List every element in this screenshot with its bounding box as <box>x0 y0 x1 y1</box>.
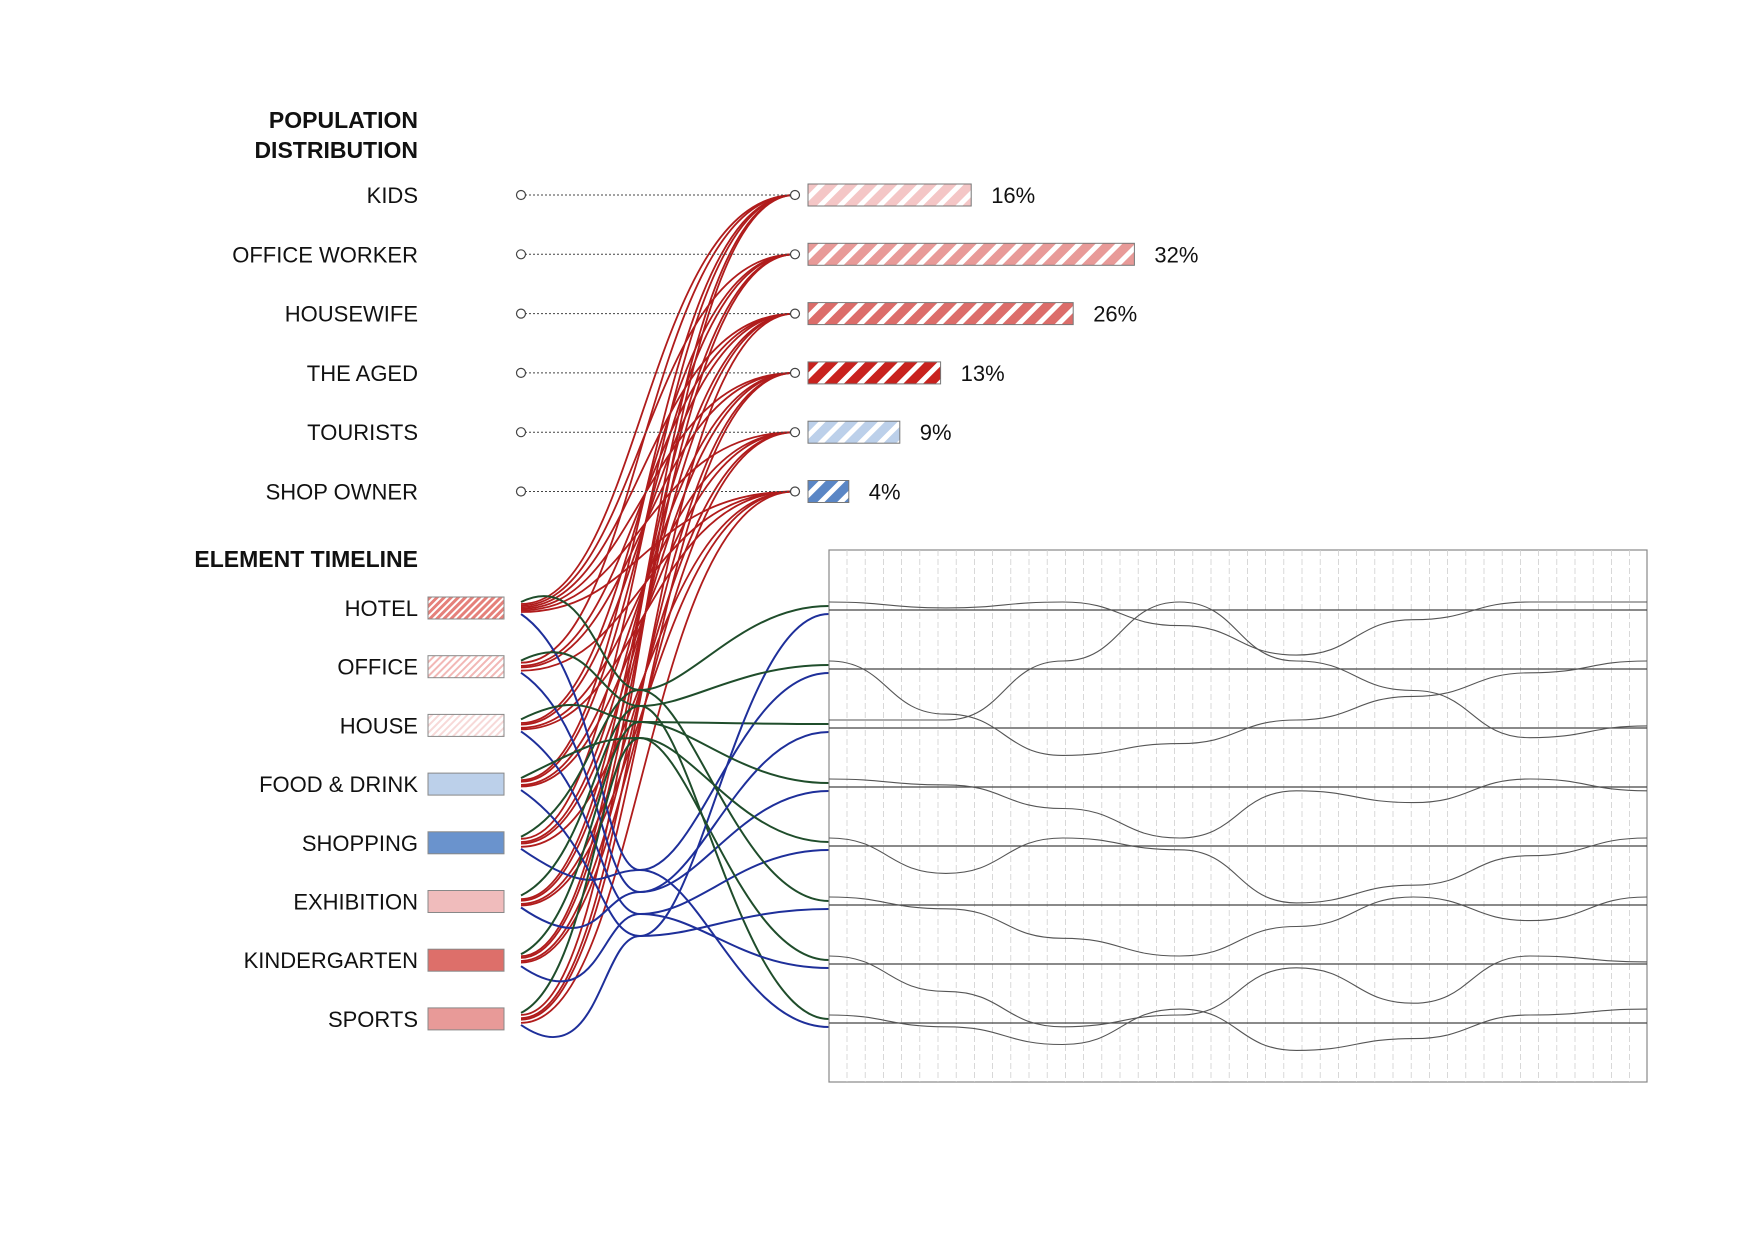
element-swatch <box>427 596 505 620</box>
element-label: HOUSE <box>340 713 418 738</box>
population-node-right <box>789 367 801 378</box>
population-bar <box>807 302 1074 326</box>
population-value-label: 32% <box>1154 242 1198 267</box>
element-row: HOUSE <box>340 713 505 738</box>
population-title-line-1: POPULATION <box>269 107 418 133</box>
element-swatch <box>427 655 505 679</box>
element-timeline-title: ELEMENT TIMELINE <box>194 546 418 572</box>
population-rows: KIDS 16% OFFICE WORKER 32% HOUSEWIFE 26% THE A… <box>232 183 1198 505</box>
element-rows: HOTEL OFFICE HOUSE FOOD & DRINK SHOPPING EXHI… <box>244 596 505 1032</box>
population-row: KIDS 16% <box>367 183 1036 208</box>
population-node-left <box>515 308 527 319</box>
element-label: SPORTS <box>328 1007 418 1032</box>
element-row: SPORTS <box>328 1007 505 1032</box>
timeline-curve-6 <box>828 896 1648 957</box>
population-node-left <box>515 486 527 497</box>
population-row: SHOP OWNER 4% <box>266 480 901 505</box>
element-row: OFFICE <box>337 655 505 680</box>
element-swatch <box>427 1007 505 1031</box>
element-timeline-panel <box>828 549 1648 1083</box>
population-node-left <box>515 249 527 260</box>
element-swatch <box>427 831 505 855</box>
population-label: THE AGED <box>307 361 418 386</box>
element-label: FOOD & DRINK <box>259 772 418 797</box>
population-link-1 <box>520 194 796 605</box>
population-row: OFFICE WORKER 32% <box>232 242 1198 267</box>
population-bar <box>807 480 850 503</box>
timeline-curve-8 <box>828 1008 1648 1051</box>
population-value-label: 26% <box>1093 302 1137 327</box>
population-link-7 <box>520 194 796 664</box>
element-swatch <box>427 890 505 913</box>
population-node-right <box>789 308 801 319</box>
population-node-left <box>515 189 527 201</box>
timeline-curve-3 <box>829 601 1648 739</box>
timeline-curve-2 <box>828 660 1648 756</box>
element-row: FOOD & DRINK <box>259 772 505 797</box>
element-link-green-6 <box>520 664 830 897</box>
timeline-curve-7 <box>828 955 1648 1028</box>
population-bar <box>807 420 901 444</box>
element-label: EXHIBITION <box>293 890 418 915</box>
population-bar <box>807 361 942 385</box>
population-value-label: 4% <box>869 480 901 505</box>
population-node-right <box>789 427 801 438</box>
element-link-blue-8 <box>520 908 830 1038</box>
element-link-green-4 <box>520 736 830 961</box>
population-link-15 <box>520 194 796 781</box>
element-swatch <box>427 713 505 737</box>
population-node-right <box>789 486 801 497</box>
element-label: SHOPPING <box>302 831 418 856</box>
population-row: TOURISTS 9% <box>307 420 951 445</box>
timeline-curve-5 <box>828 837 1648 904</box>
element-link-green-2 <box>520 651 830 1020</box>
element-label: KINDERGARTEN <box>244 948 418 973</box>
population-link-27 <box>520 194 796 958</box>
population-value-label: 9% <box>920 420 952 445</box>
population-link-32 <box>520 312 796 1019</box>
element-link-blue-6 <box>520 731 830 930</box>
element-row: HOTEL <box>345 596 505 621</box>
population-value-label: 16% <box>991 183 1035 208</box>
population-link-19 <box>520 194 796 840</box>
population-link-6 <box>520 490 796 613</box>
population-node-right <box>789 189 801 201</box>
element-label: OFFICE <box>337 655 418 680</box>
population-link-3 <box>520 312 796 609</box>
element-row: KINDERGARTEN <box>244 948 505 973</box>
population-label: HOUSEWIFE <box>285 302 418 327</box>
element-swatch <box>427 948 505 972</box>
element-link-blue-5 <box>520 847 830 1028</box>
element-row: SHOPPING <box>302 831 505 856</box>
timeline-curve-1 <box>828 601 1647 656</box>
element-row: EXHIBITION <box>293 890 505 915</box>
population-value-label: 13% <box>961 361 1005 386</box>
population-label: TOURISTS <box>307 420 418 445</box>
element-swatch <box>427 772 505 796</box>
population-label: SHOP OWNER <box>266 480 418 505</box>
population-row: HOUSEWIFE 26% <box>285 302 1137 327</box>
element-link-blue-7 <box>520 912 830 983</box>
population-title-line-2: DISTRIBUTION <box>254 137 418 163</box>
timeline-curve-4 <box>828 778 1648 839</box>
population-node-left <box>515 367 527 378</box>
element-label: HOTEL <box>345 596 418 621</box>
element-link-green-5 <box>520 688 830 902</box>
element-link-green-7 <box>520 720 830 956</box>
population-bar <box>807 242 1135 266</box>
population-row: THE AGED 13% <box>307 361 1005 386</box>
timeline-frame <box>828 549 1648 1083</box>
population-node-right <box>789 249 801 260</box>
population-link-31 <box>520 194 796 1016</box>
population-link-34 <box>520 490 796 1024</box>
population-label: KIDS <box>367 183 418 208</box>
population-bar <box>807 183 972 207</box>
population-node-left <box>515 427 527 438</box>
population-link-33 <box>520 372 796 1021</box>
flow-links <box>520 194 830 1038</box>
population-label: OFFICE WORKER <box>232 242 418 267</box>
element-link-green-8 <box>520 736 830 1014</box>
